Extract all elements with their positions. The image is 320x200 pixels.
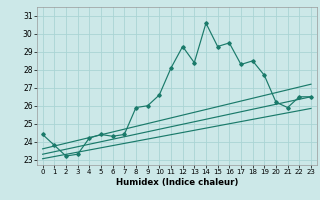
X-axis label: Humidex (Indice chaleur): Humidex (Indice chaleur) [116, 178, 238, 187]
